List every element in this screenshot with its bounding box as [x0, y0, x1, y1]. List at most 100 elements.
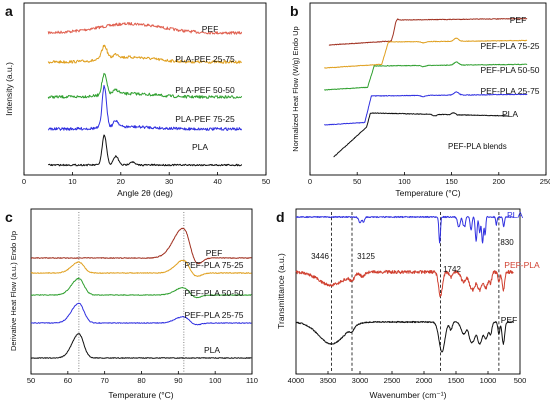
panel-c-xticks: 50 60 70 80 90 100 110 [27, 371, 258, 385]
panel-b-frame [309, 2, 547, 176]
panel-d-xtick-label: 2500 [384, 376, 401, 385]
panel-a-letter: a [5, 3, 13, 19]
panel-a-xtick-label: 10 [68, 177, 76, 186]
panel-a: a PEF PLA-PEF 25-75 PLA-PEF 50-50 PLA-PEF 7… [4, 2, 270, 198]
series-line [324, 37, 528, 69]
panel-b-annotation: PEF-PLA blends [448, 142, 507, 151]
panel-d-xtick-label: 3000 [352, 376, 369, 385]
panel-d-xticks: 4000 3500 3000 2500 2000 1500 1000 500 [288, 371, 527, 385]
panel-b-xtick-label: 250 [540, 177, 550, 186]
series-line [295, 269, 514, 298]
panel-b-ylabel: Normalized Heat Flow (W/g) Endo Up [291, 26, 300, 151]
peak-annotation: 830 [500, 238, 514, 247]
series-line [30, 302, 252, 326]
panel-c-letter: c [5, 209, 13, 225]
series-label: PEF-PLA 50-50 [184, 288, 243, 298]
panel-d-xlabel: Wavenumber (cm⁻¹) [370, 390, 447, 400]
panel-d-xtick-label: 3500 [320, 376, 337, 385]
panel-c-xtick-label: 110 [246, 376, 258, 385]
series-line [47, 134, 243, 167]
panel-a-series-labels: PEF PLA-PEF 25-75 PLA-PEF 50-50 PLA-PEF 75-… [175, 24, 235, 152]
series-label: PLA-PEF 25-75 [175, 54, 235, 64]
panel-b-xtick-label: 200 [493, 177, 506, 186]
panel-c-reference-lines [78, 212, 185, 372]
panel-b-xtick-label: 150 [445, 177, 458, 186]
peak-annotation: 3446 [311, 252, 329, 261]
panel-d-xtick-label: 1000 [480, 376, 497, 385]
panel-b: b PEF PEF-PLA 75-25 PEF-PLA 50-50 PEF-PLA 2… [290, 2, 550, 198]
panel-a-curves [47, 22, 243, 167]
series-label: PLA [502, 109, 518, 119]
panel-a-xlabel: Angle 2θ (deg) [117, 188, 173, 198]
panel-b-xtick-label: 0 [308, 177, 312, 186]
panel-d-series-labels: PLA PEF-PLA PEF [501, 210, 540, 325]
series-label: PEF-PLA 50-50 [480, 65, 539, 75]
series-label: PEF [510, 15, 527, 25]
series-label: PEF [206, 248, 223, 258]
panel-c-xtick-label: 60 [64, 376, 72, 385]
panel-d-xtick-label: 500 [514, 376, 527, 385]
panel-c-curves [30, 227, 252, 359]
series-line [30, 333, 252, 359]
panel-a-xtick-label: 0 [22, 177, 26, 186]
panel-c-xtick-label: 50 [27, 376, 35, 385]
panel-a-xticks: 0 10 20 30 40 50 [22, 172, 270, 186]
panel-a-xtick-label: 30 [165, 177, 173, 186]
panel-c-xlabel: Temperature (°C) [108, 390, 173, 400]
series-label: PLA-PEF 75-25 [175, 114, 235, 124]
series-line [47, 84, 243, 131]
panel-d-frame [295, 208, 521, 375]
panel-b-xtick-label: 100 [398, 177, 411, 186]
panel-c-xtick-label: 100 [209, 376, 222, 385]
panel-d-xtick-label: 2000 [416, 376, 433, 385]
panel-c-xtick-label: 70 [100, 376, 108, 385]
series-label: PEF-PLA 75-25 [480, 41, 539, 51]
series-label: PLA [204, 345, 220, 355]
panel-d-xtick-label: 4000 [288, 376, 305, 385]
panel-c-series-labels: PEF PEF-PLA 75-25 PEF-PLA 50-50 PEF-PLA 25-… [184, 248, 243, 355]
series-line [323, 91, 528, 126]
panel-d-annotations: 3446 3125 1742 830 [311, 238, 514, 274]
panel-b-xticks: 0 50 100 150 200 250 [308, 172, 550, 186]
panel-b-series-labels: PEF PEF-PLA 75-25 PEF-PLA 50-50 PEF-PLA 25-… [480, 15, 539, 119]
panel-d-letter: d [276, 209, 285, 225]
series-line [295, 215, 514, 244]
series-label: PEF-PLA 25-75 [184, 310, 243, 320]
panel-a-frame [23, 2, 267, 176]
series-line [324, 61, 528, 91]
series-label: PEF [501, 315, 518, 325]
peak-annotation: 3125 [357, 252, 375, 261]
series-label: PLA [192, 142, 208, 152]
panel-a-ylabel: Intensity (a.u.) [4, 62, 14, 116]
series-label: PLA-PEF 50-50 [175, 85, 235, 95]
series-label: PEF-PLA [504, 260, 540, 270]
panel-c-xtick-label: 90 [174, 376, 182, 385]
series-label: PEF-PLA 75-25 [184, 260, 243, 270]
panel-b-xlabel: Temperature (°C) [395, 188, 460, 198]
panel-c-xtick-label: 80 [137, 376, 145, 385]
panel-a-xtick-label: 20 [117, 177, 125, 186]
series-line [328, 17, 528, 46]
series-label: PEF [202, 24, 219, 34]
panel-a-xtick-label: 40 [213, 177, 221, 186]
panel-d-ylabel: Transmittance (a.u.) [276, 253, 286, 329]
series-label: PEF-PLA 25-75 [480, 86, 539, 96]
panel-a-xtick-label: 50 [262, 177, 270, 186]
panel-d: d PLA PEF-PLA PEF 3446 3125 1742 830 4000 3500… [276, 208, 540, 400]
panel-d-curves [295, 215, 514, 353]
peak-annotation: 1742 [443, 265, 461, 274]
panel-d-reference-lines [331, 212, 500, 372]
panel-b-curves [323, 17, 528, 158]
series-line [30, 227, 252, 265]
series-line [30, 277, 252, 299]
series-line [295, 320, 514, 353]
panel-b-xtick-label: 50 [353, 177, 361, 186]
panel-d-xtick-label: 1500 [448, 376, 465, 385]
series-line [333, 112, 509, 158]
series-line [30, 259, 252, 277]
series-line [47, 44, 242, 64]
panel-b-letter: b [290, 3, 299, 19]
panel-c-ylabel: Derivative Heat Flow (a.u.) Endo Up [9, 231, 18, 351]
series-line [47, 72, 243, 99]
